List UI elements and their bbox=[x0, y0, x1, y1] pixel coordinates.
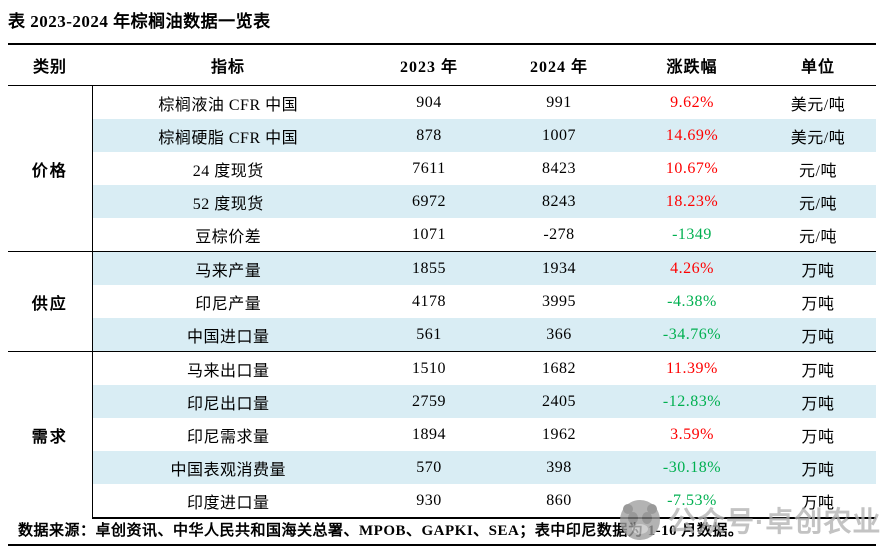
value-2023-cell: 2759 bbox=[364, 385, 494, 418]
table-row: 24 度现货 7611 8423 10.67% 元/吨 bbox=[8, 152, 876, 185]
value-2023-cell: 570 bbox=[364, 451, 494, 484]
column-header-unit: 单位 bbox=[760, 44, 876, 86]
column-header-category: 类别 bbox=[8, 44, 92, 86]
value-2023-cell: 930 bbox=[364, 484, 494, 519]
table-row: 52 度现货 6972 8243 18.23% 元/吨 bbox=[8, 185, 876, 218]
value-2024-cell: -278 bbox=[543, 225, 575, 243]
change-cell: 4.26% bbox=[624, 251, 760, 285]
table-row: 需求 马来出口量 1510 1682 11.39% 万吨 bbox=[8, 351, 876, 518]
table-row: 印尼出口量 2759 2405 -12.83% 万吨 bbox=[8, 385, 876, 418]
value-2023-cell: 1510 bbox=[364, 351, 494, 385]
table-row: 价格 棕榈液油 CFR 中国 904 991 9.62% 美元/吨 bbox=[8, 85, 876, 252]
header-row: 类别 指标 2023 年 2024 年涨跌幅 单位 bbox=[8, 44, 876, 86]
change-cell: -12.83% bbox=[624, 385, 760, 418]
change-cell: 10.67% bbox=[665, 159, 719, 177]
value-2024-cell: 860 bbox=[494, 484, 624, 519]
value-2023-cell: 1894 bbox=[412, 425, 446, 443]
category-cell: 供应 bbox=[8, 251, 93, 352]
category-cell: 价格 bbox=[8, 85, 93, 252]
unit-cell: 万吨 bbox=[760, 251, 876, 285]
table-row: 印度进口量 930 860 -7.53% 万吨 bbox=[8, 484, 876, 519]
unit-cell: 万吨 bbox=[801, 428, 835, 446]
unit-cell: 万吨 bbox=[760, 484, 876, 519]
column-header-year-2024: 2024 年 bbox=[494, 44, 624, 86]
column-header-year-2023: 2023 年 bbox=[364, 44, 494, 86]
indicator-cell: 棕榈硬脂 CFR 中国 bbox=[92, 119, 364, 152]
value-2024-cell: 398 bbox=[494, 451, 624, 484]
unit-cell: 万吨 bbox=[801, 295, 835, 313]
unit-cell: 元/吨 bbox=[760, 185, 876, 218]
value-2023-cell: 4178 bbox=[412, 292, 446, 310]
value-2024-cell: 2405 bbox=[494, 385, 624, 418]
indicator-cell: 棕榈液油 CFR 中国 bbox=[158, 96, 299, 114]
change-cell: -7.53% bbox=[624, 484, 760, 519]
value-2023-cell: 1071 bbox=[412, 225, 446, 243]
indicator-cell: 中国表观消费量 bbox=[92, 451, 364, 484]
unit-cell: 元/吨 bbox=[799, 162, 837, 180]
column-header-indicator: 指标 bbox=[92, 44, 364, 86]
change-cell: -1349 bbox=[672, 225, 712, 243]
indicator-cell: 印尼需求量 bbox=[186, 428, 270, 446]
indicator-cell: 豆棕价差 bbox=[195, 228, 262, 246]
indicator-cell: 52 度现货 bbox=[92, 185, 364, 218]
change-cell: 11.39% bbox=[624, 351, 760, 385]
value-2024-cell: 3995 bbox=[542, 292, 576, 310]
column-header-change: 涨跌幅 bbox=[624, 44, 760, 86]
unit-cell: 万吨 bbox=[760, 318, 876, 352]
indicator-cell: 印尼产量 bbox=[195, 295, 262, 313]
unit-cell: 万吨 bbox=[760, 351, 876, 385]
value-2024-cell: 1007 bbox=[494, 119, 624, 152]
indicator-cell: 印尼出口量 bbox=[92, 385, 364, 418]
table-row: 印尼需求量 1894 1962 3.59% 万吨 bbox=[8, 418, 876, 451]
value-2024-cell: 1934 bbox=[494, 251, 624, 285]
table-row: 供应 马来产量 1855 1934 4.26% 万吨 bbox=[8, 251, 876, 352]
value-2024-cell: 1682 bbox=[494, 351, 624, 385]
table-row: 豆棕价差 1071 -278 -1349 元/吨 bbox=[8, 218, 876, 252]
unit-cell: 美元/吨 bbox=[790, 96, 846, 114]
value-2024-cell: 1962 bbox=[542, 425, 576, 443]
unit-cell: 万吨 bbox=[760, 385, 876, 418]
value-2023-cell: 1855 bbox=[364, 251, 494, 285]
change-cell: -34.76% bbox=[624, 318, 760, 352]
indicator-cell: 马来出口量 bbox=[92, 351, 364, 385]
indicator-cell: 24 度现货 bbox=[192, 162, 264, 180]
unit-cell: 万吨 bbox=[760, 451, 876, 484]
change-cell: 18.23% bbox=[624, 185, 760, 218]
value-2023-cell: 6972 bbox=[364, 185, 494, 218]
change-cell: -30.18% bbox=[624, 451, 760, 484]
value-2024-cell: 8243 bbox=[494, 185, 624, 218]
value-2024-cell: 8423 bbox=[542, 159, 576, 177]
value-2023-cell: 904 bbox=[416, 93, 442, 111]
table-row: 印尼产量 4178 3995 -4.38% 万吨 bbox=[8, 285, 876, 318]
table-row: 棕榈硬脂 CFR 中国 878 1007 14.69% 美元/吨 bbox=[8, 119, 876, 152]
indicator-cell: 中国进口量 bbox=[92, 318, 364, 352]
change-cell: 3.59% bbox=[670, 425, 714, 443]
unit-cell: 美元/吨 bbox=[760, 119, 876, 152]
category-cell: 需求 bbox=[8, 351, 93, 518]
value-2024-cell: 991 bbox=[546, 93, 572, 111]
value-2023-cell: 878 bbox=[364, 119, 494, 152]
change-cell: -4.38% bbox=[667, 292, 717, 310]
data-source-note: 数据来源：卓创资讯、中华人民共和国海关总署、MPOB、GAPKI、SEA；表中印… bbox=[8, 516, 876, 546]
palm-oil-data-table: 类别 指标 2023 年 2024 年涨跌幅 单位 价格 棕榈液油 CFR 中国 904 99… bbox=[8, 43, 876, 519]
value-2024-cell: 366 bbox=[494, 318, 624, 352]
value-2023-cell: 7611 bbox=[412, 159, 446, 177]
indicator-cell: 马来产量 bbox=[92, 251, 364, 285]
table-row: 中国进口量 561 366 -34.76% 万吨 bbox=[8, 318, 876, 352]
indicator-cell: 印度进口量 bbox=[92, 484, 364, 519]
unit-cell: 元/吨 bbox=[799, 228, 837, 246]
change-cell: 9.62% bbox=[670, 93, 714, 111]
data-table: 类别 指标 2023 年 2024 年涨跌幅 单位 价格 棕榈液油 CFR 中国 904 99… bbox=[8, 43, 876, 519]
value-2023-cell: 561 bbox=[364, 318, 494, 352]
table-row: 中国表观消费量 570 398 -30.18% 万吨 bbox=[8, 451, 876, 484]
table-title: 表 2023-2024 年棕榈油数据一览表 bbox=[8, 12, 271, 31]
change-cell: 14.69% bbox=[624, 119, 760, 152]
